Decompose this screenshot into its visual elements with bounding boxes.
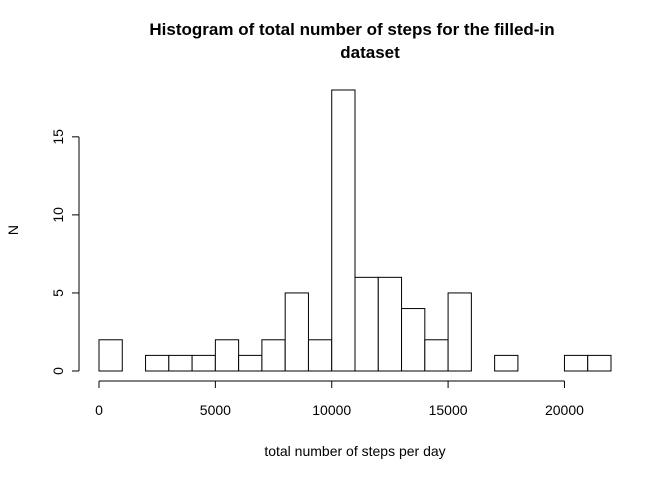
histogram-bar: [563, 354, 589, 372]
histogram-bars: [98, 89, 612, 372]
histogram-bar: [424, 339, 449, 372]
y-axis-label: N: [5, 225, 21, 235]
y-tick-label: 0: [50, 367, 66, 375]
y-tick-label: 5: [50, 289, 66, 297]
x-tick-label: 5000: [200, 402, 231, 418]
chart-title-line-1: Histogram of total number of steps for t…: [149, 20, 554, 39]
x-axis-label: total number of steps per day: [264, 443, 445, 459]
x-tick-label: 0: [95, 402, 103, 418]
histogram-bar: [377, 276, 403, 372]
chart-title-line-2: dataset: [340, 43, 400, 62]
y-tick-label: 15: [50, 129, 66, 145]
histogram-bar: [307, 339, 333, 372]
histogram-bar: [284, 292, 309, 372]
x-tick-label: 20000: [545, 402, 584, 418]
histogram-bar: [587, 354, 612, 372]
histogram-bar: [494, 354, 519, 372]
histogram-bar: [168, 354, 193, 372]
histogram-bar: [401, 308, 426, 372]
histogram-bar: [214, 339, 240, 372]
y-tick-label: 10: [50, 207, 66, 223]
x-tick-label: 10000: [312, 402, 351, 418]
histogram-bar: [238, 354, 263, 372]
histogram-bar: [191, 354, 216, 372]
histogram-bar: [145, 354, 170, 372]
x-axis: 0 5000 10000 15000 20000: [95, 380, 584, 418]
histogram-bar: [98, 339, 123, 372]
histogram-bar: [447, 292, 472, 372]
histogram-bar: [354, 276, 379, 372]
histogram-bar: [261, 339, 286, 372]
histogram-bar: [331, 89, 356, 372]
x-tick-label: 15000: [429, 402, 468, 418]
y-axis: 0 5 10 15: [50, 129, 80, 375]
